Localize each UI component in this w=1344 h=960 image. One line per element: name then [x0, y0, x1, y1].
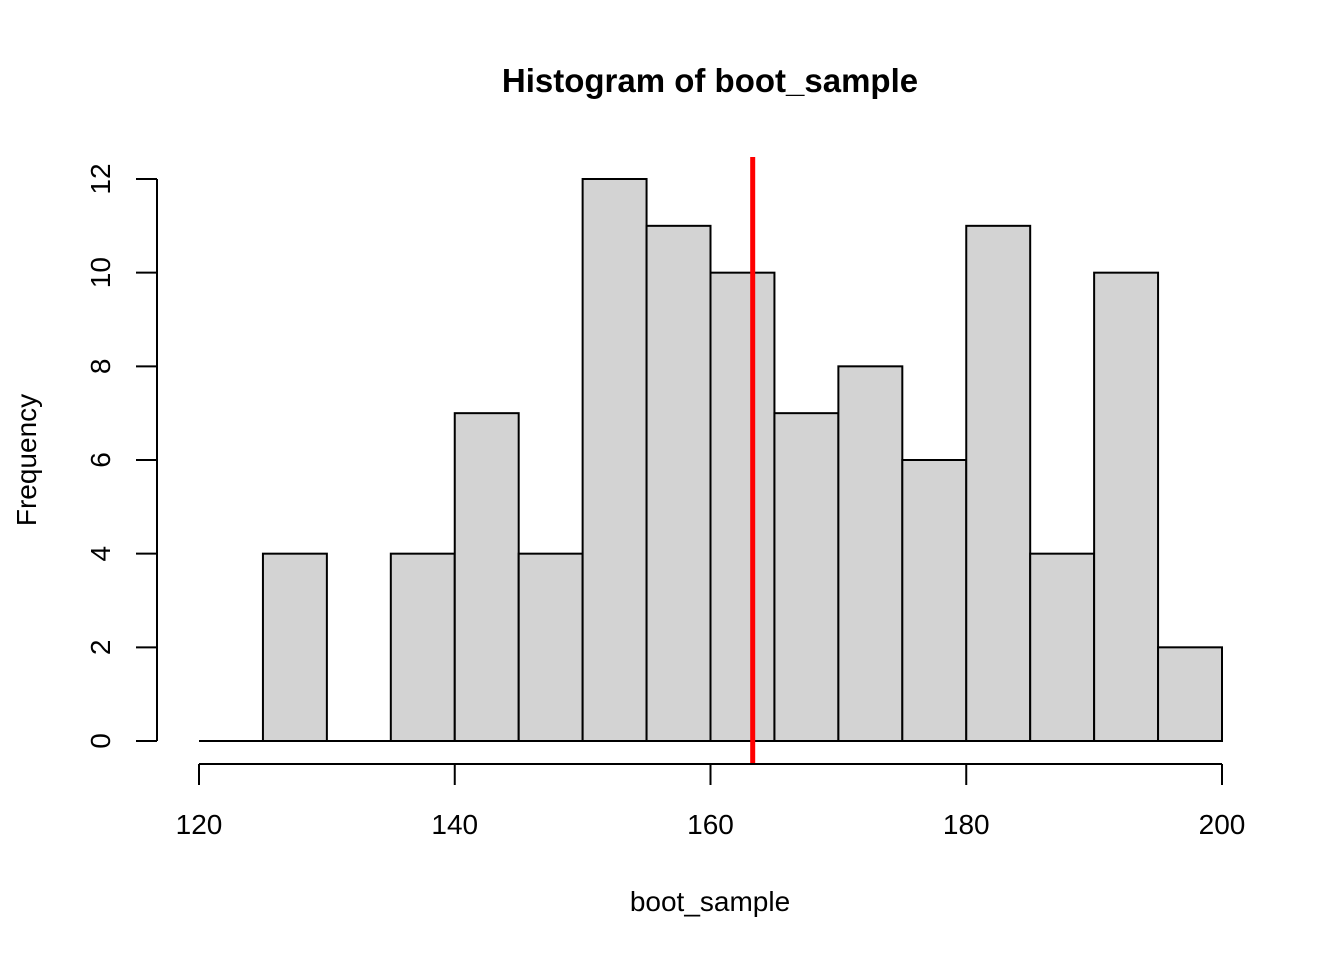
y-tick-label: 8	[85, 359, 116, 375]
histogram-bar	[453, 412, 520, 742]
histogram-bar	[1093, 271, 1160, 742]
histogram-bar	[1029, 552, 1096, 743]
bars-group	[199, 178, 1223, 743]
x-axis-label: boot_sample	[630, 886, 790, 917]
histogram-bar	[901, 459, 968, 742]
x-axis: 120 140 160 180 200	[176, 763, 1246, 840]
y-tick-label: 12	[85, 163, 116, 194]
histogram-bar	[261, 552, 328, 743]
x-tick-label: 120	[176, 809, 223, 840]
histogram-bar	[389, 552, 456, 743]
x-tick-label: 160	[687, 809, 734, 840]
histogram-bar	[773, 412, 840, 742]
histogram-bar	[517, 552, 584, 743]
histogram-bar	[645, 224, 712, 743]
y-axis: 0 2 4 6 8 10 12	[85, 163, 158, 749]
x-tick-label: 140	[431, 809, 478, 840]
y-tick-label: 6	[85, 452, 116, 468]
x-tick-label: 180	[943, 809, 990, 840]
y-tick-label: 0	[85, 733, 116, 749]
y-tick-label: 4	[85, 546, 116, 562]
x-tick-label: 200	[1199, 809, 1246, 840]
histogram-bar	[965, 224, 1032, 743]
y-tick-label: 10	[85, 257, 116, 288]
histogram-bar	[1157, 646, 1223, 742]
histogram-bar	[837, 365, 904, 742]
y-axis-label: Frequency	[11, 394, 42, 526]
chart-title: Histogram of boot_sample	[502, 62, 918, 99]
histogram-bar	[709, 271, 776, 742]
y-tick-label: 2	[85, 640, 116, 656]
histogram-bar	[581, 178, 648, 742]
